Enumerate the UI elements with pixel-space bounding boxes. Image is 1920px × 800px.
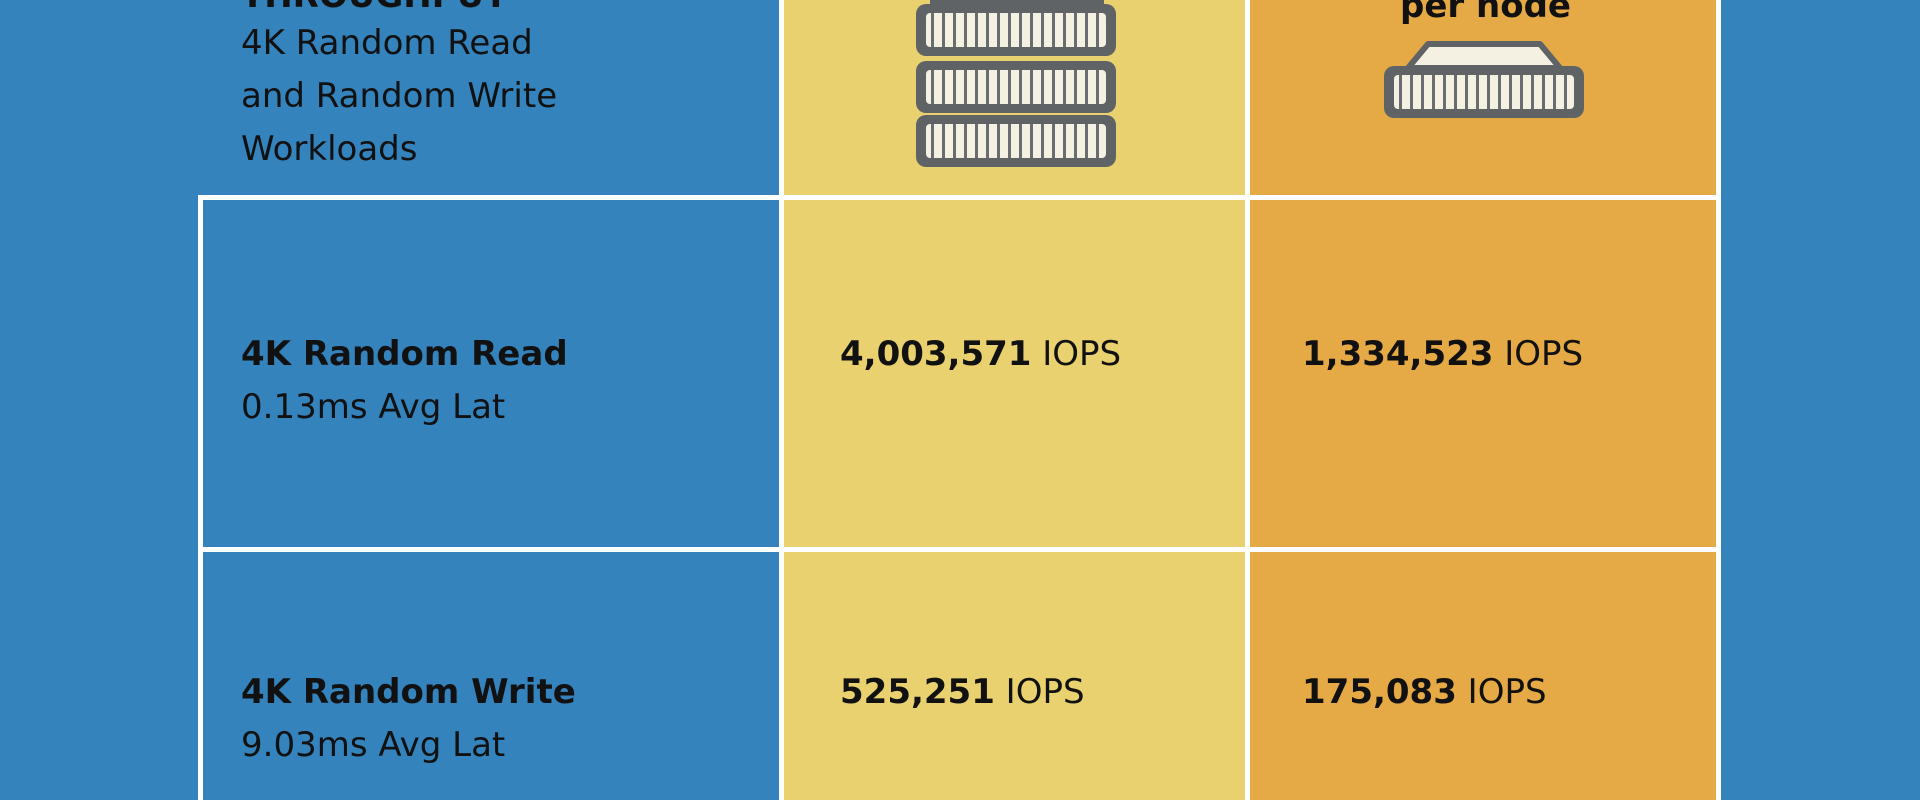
row-label: 4K Random Read: [241, 334, 568, 374]
header-subtitle: Workloads: [241, 129, 418, 169]
unit: IOPS: [1504, 334, 1584, 374]
row-latency: 9.03ms Avg Lat: [241, 725, 506, 765]
value: 175,083: [1302, 672, 1457, 712]
grid-line: [198, 195, 1720, 200]
header-subtitle: and Random Write: [241, 76, 558, 116]
grid-line: [198, 195, 203, 800]
node-column-header: per node: [1400, 0, 1571, 26]
value: 1,334,523: [1302, 334, 1494, 374]
cluster-iops: 525,251 IOPS: [840, 666, 1085, 718]
value: 525,251: [840, 672, 995, 712]
unit: IOPS: [1042, 334, 1122, 374]
grid-line: [1245, 0, 1250, 800]
row-latency: 0.13ms Avg Lat: [241, 387, 506, 427]
grid-line: [198, 547, 1720, 552]
row-label: 4K Random Write: [241, 672, 576, 712]
unit: IOPS: [1467, 672, 1547, 712]
node-iops: 1,334,523 IOPS: [1302, 328, 1583, 380]
value: 4,003,571: [840, 334, 1032, 374]
server-stack-icon: [916, 0, 1116, 167]
grid-line: [779, 0, 784, 800]
cluster-iops: 4,003,571 IOPS: [840, 328, 1121, 380]
unit: IOPS: [1005, 672, 1085, 712]
grid-line: [1716, 0, 1721, 800]
server-icon: [1384, 41, 1584, 118]
header-title: THROUGHPUT: [241, 0, 507, 22]
node-iops: 175,083 IOPS: [1302, 666, 1547, 718]
header-subtitle: 4K Random Read: [241, 23, 533, 63]
node-column: [1247, 0, 1718, 800]
